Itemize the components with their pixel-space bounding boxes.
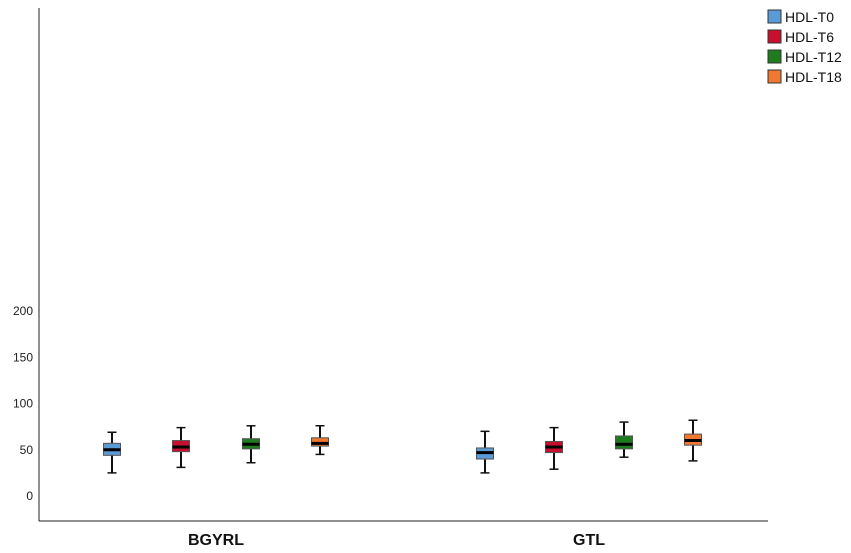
x-category-label: GTL	[573, 532, 605, 549]
legend-label: HDL-T6	[785, 29, 834, 45]
box-iqr	[615, 435, 633, 450]
box-plot	[172, 426, 190, 469]
box-plot	[684, 419, 702, 462]
y-tick-label: 0	[26, 489, 33, 503]
legend: HDL-T0 HDL-T6 HDL-T12 HDL-T18	[767, 9, 842, 85]
box-plot	[545, 426, 563, 470]
legend-label: HDL-T12	[785, 49, 842, 65]
legend-label: HDL-T18	[785, 69, 842, 85]
legend-swatch	[767, 49, 782, 64]
legend-swatch	[767, 29, 782, 44]
y-tick-label: 200	[13, 304, 33, 318]
x-category-labels: BGYRL GTL	[188, 532, 605, 549]
box-plot	[311, 425, 329, 456]
boxes	[103, 419, 702, 474]
box-plot	[103, 431, 121, 474]
x-category-label: BGYRL	[188, 532, 244, 549]
y-tick-label: 100	[13, 397, 33, 411]
box-plot	[476, 430, 494, 474]
legend-label: HDL-T0	[785, 9, 834, 25]
y-tick-labels: 0 50 100 150 200	[13, 304, 33, 503]
legend-swatch	[767, 9, 782, 24]
y-tick-label: 50	[20, 443, 34, 457]
axes	[38, 8, 768, 522]
legend-swatch	[767, 69, 782, 84]
box-plot	[242, 425, 260, 464]
box-plot	[615, 421, 633, 458]
y-tick-label: 150	[13, 350, 33, 364]
